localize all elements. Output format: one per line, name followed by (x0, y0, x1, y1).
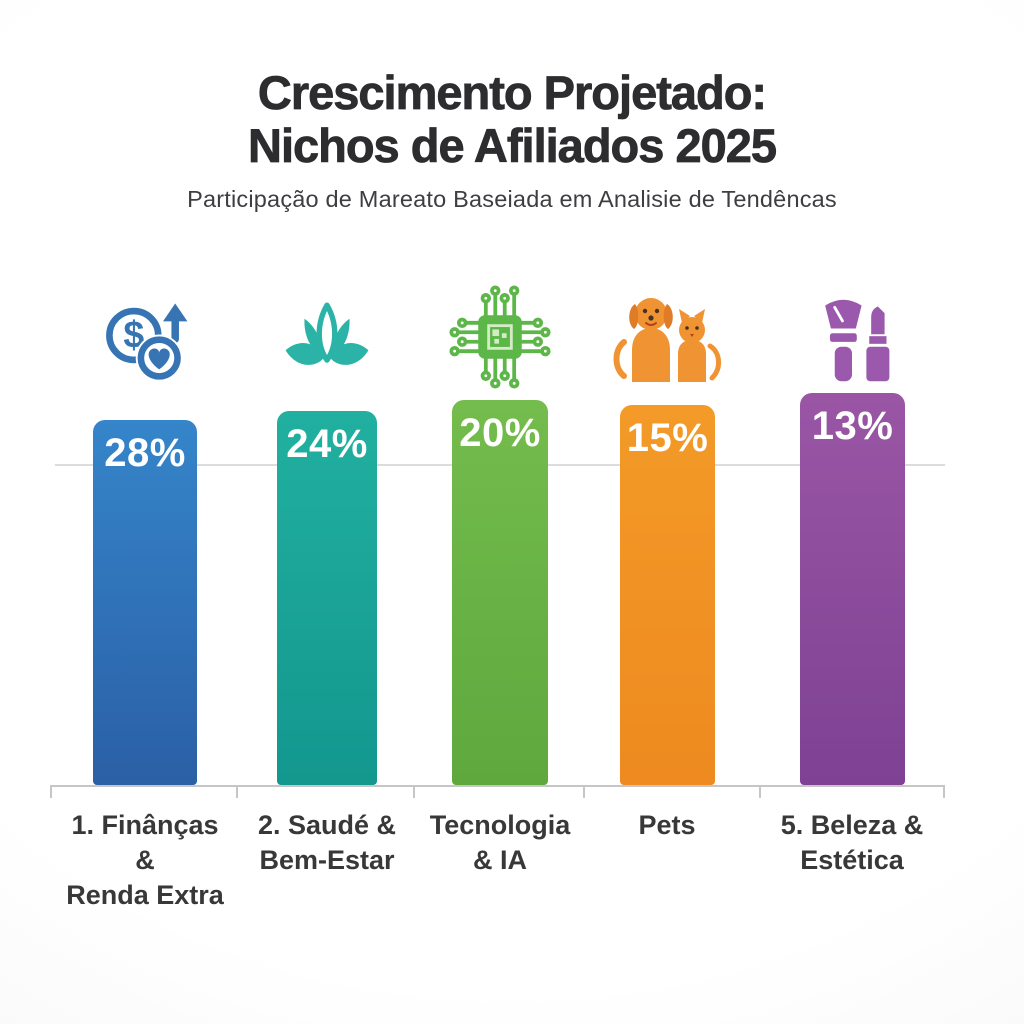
bar-value-label: 20% (459, 411, 541, 455)
axis-tick (759, 787, 761, 798)
circuit-chip-icon (449, 285, 551, 389)
icon-slot-tecnologia (448, 284, 552, 390)
title-line-2: Nichos de Afiliados 2025 (248, 119, 778, 173)
category-label-line: Renda Extra (66, 880, 224, 911)
category-label-financas: 1. Finânças & Renda Extra (35, 808, 255, 913)
dog-and-cat-icon (613, 298, 721, 382)
page-title: Crescimento Projetado: Nichos de Afiliad… (0, 66, 1024, 173)
makeup-brush-lipstick-icon (825, 299, 890, 382)
chart-header: Crescimento Projetado: Nichos de Afiliad… (0, 66, 1024, 213)
icon-slot-saude (279, 298, 375, 388)
bar-value-label: 28% (104, 431, 186, 475)
category-label-pets: Pets (557, 808, 777, 843)
icon-slot-pets (612, 292, 724, 388)
page-subtitle: Participação de Mareato Baseiada em Anal… (187, 186, 837, 213)
svg-text:$: $ (123, 314, 144, 356)
category-label-line: & (135, 845, 155, 876)
category-label-beleza: 5. Beleza & Estética (742, 808, 962, 878)
icon-slot-beleza (804, 294, 900, 386)
bar-financas: 28% (93, 420, 197, 785)
x-axis-line (50, 785, 945, 787)
category-label-line: 1. Finânças (71, 810, 219, 840)
bar-beleza: 13% (800, 393, 905, 785)
axis-tick (50, 787, 52, 798)
category-label-tecnologia: Tecnologia & IA (390, 808, 610, 878)
category-label-line: Tecnologia (429, 810, 571, 840)
axis-tick (413, 787, 415, 798)
bar-tecnologia: 20% (452, 400, 548, 785)
finance-coin-heart-arrow-icon: $ (106, 303, 188, 382)
title-line-1: Crescimento Projetado: (257, 66, 768, 120)
category-label-line: 2. Saudé & (257, 810, 397, 840)
bar-value-label: 13% (811, 404, 894, 448)
lotus-icon (285, 302, 369, 365)
bar-value-label: 15% (626, 416, 709, 460)
category-label-line: 5. Beleza & (780, 810, 924, 840)
axis-tick (943, 787, 945, 798)
icon-slot-financas: $ (95, 296, 199, 390)
category-label-saude: 2. Saudé & Bem-Estar (217, 808, 437, 878)
axis-tick (236, 787, 238, 798)
category-label-line: Estética (800, 845, 904, 876)
category-label-line: Bem-Estar (259, 845, 395, 876)
category-label-line: & IA (473, 845, 527, 876)
bar-value-label: 24% (286, 422, 368, 466)
bar-pets: 15% (620, 405, 715, 785)
axis-tick (583, 787, 585, 798)
category-label-line: Pets (638, 810, 696, 840)
bar-saude: 24% (277, 411, 377, 785)
